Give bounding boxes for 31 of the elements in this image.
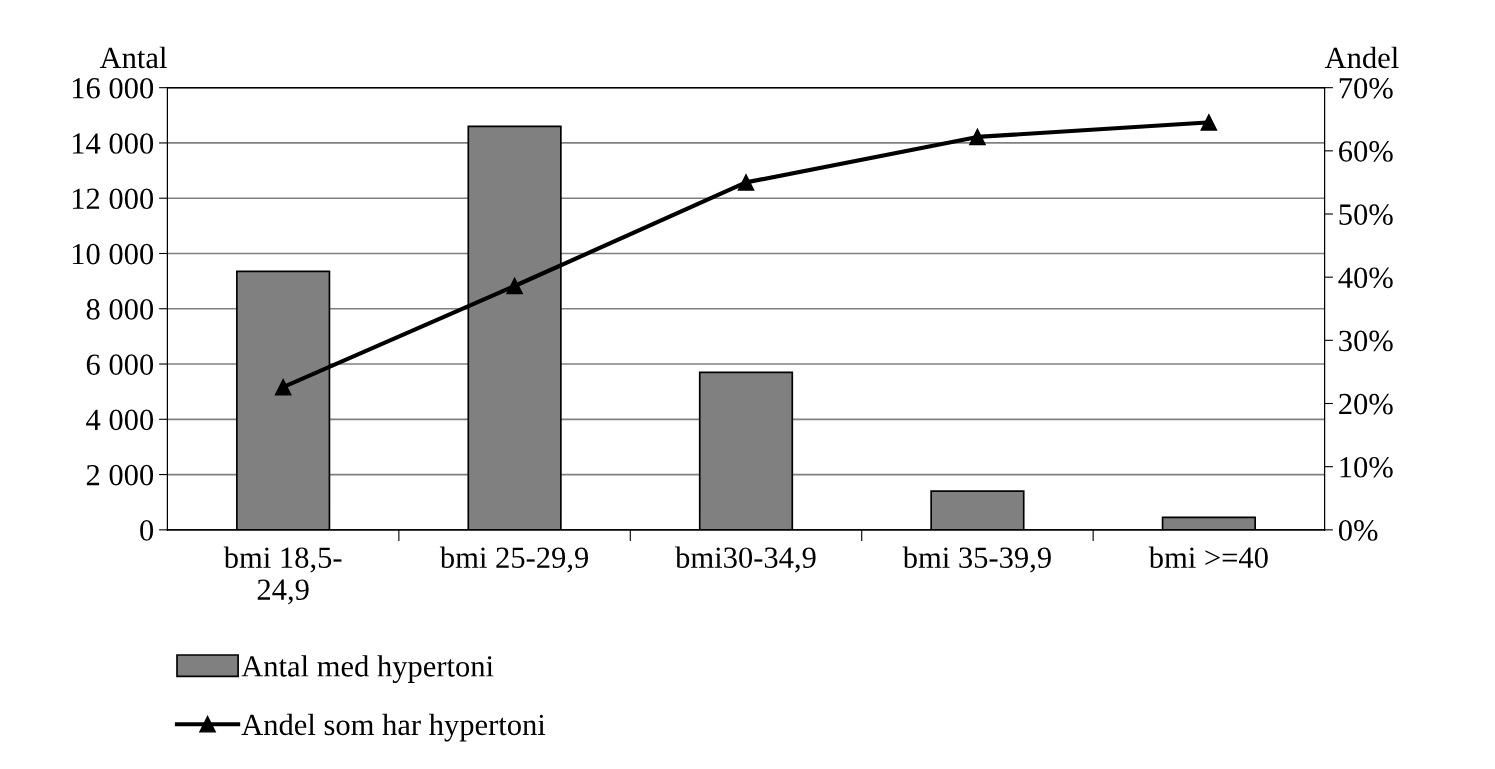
- x-tick-label: bmi 35-39,9: [902, 546, 1051, 573]
- y-tick-label: 16 000: [72, 77, 154, 99]
- y2-tick-label: 10%: [1340, 456, 1393, 478]
- x-tick-label: bmi 25-29,9: [439, 546, 589, 573]
- y2-tick-label: 70%: [1339, 77, 1393, 99]
- point: [506, 277, 523, 295]
- legend-label: Antal med hypertoni: [241, 655, 494, 683]
- y-tick-label: 4 000: [86, 409, 154, 431]
- legend-label: Andel som har hypertoni: [241, 713, 546, 742]
- y-tick-label: 8 000: [86, 299, 154, 320]
- point: [274, 378, 292, 396]
- y-tick-label: 14 000: [72, 133, 154, 154]
- point: [737, 174, 755, 191]
- y-axis-title: Antal: [99, 46, 167, 69]
- y2-tick-label: 0%: [1338, 520, 1378, 541]
- y-tick-label: 12 000: [72, 188, 154, 210]
- y2-tick-label: 40%: [1338, 267, 1393, 289]
- point: [1200, 114, 1218, 131]
- y2-tick-label: 20%: [1339, 393, 1393, 415]
- y2-tick-label: 50%: [1339, 204, 1393, 225]
- y2-tick-label: 30%: [1339, 330, 1393, 352]
- x-tick-label: bmi >=40: [1148, 546, 1268, 569]
- y2-tick-label: 60%: [1339, 141, 1393, 162]
- point: [969, 128, 986, 146]
- y-tick-label: 10 000: [72, 243, 154, 265]
- y-tick-label: 6 000: [86, 354, 154, 375]
- y-tick-label: 2 000: [86, 464, 154, 486]
- x-tick-label: bmi 18,5- 24,9: [223, 546, 342, 605]
- x-tick-label: bmi30-34,9: [675, 546, 816, 573]
- y2-axis-title: Andel: [1324, 46, 1399, 69]
- y-tick-label: 0: [140, 520, 154, 541]
